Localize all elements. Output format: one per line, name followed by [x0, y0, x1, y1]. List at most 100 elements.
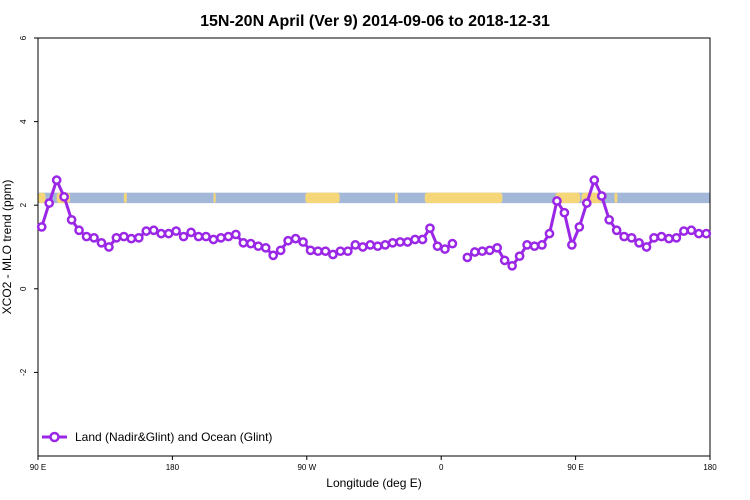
data-point	[641, 242, 652, 252]
data-point	[186, 227, 196, 238]
land-patch	[38, 192, 46, 204]
data-point	[544, 228, 555, 239]
data-point	[507, 260, 517, 271]
legend: Land (Nadir&Glint) and Ocean (Glint)	[42, 430, 272, 444]
data-point	[395, 237, 405, 247]
data-point	[522, 240, 532, 250]
data-point	[686, 225, 697, 236]
data-point	[238, 237, 249, 248]
data-point	[335, 246, 346, 257]
data-point	[440, 244, 450, 254]
map-band	[38, 192, 710, 204]
data-point	[664, 233, 674, 244]
data-point	[484, 245, 495, 256]
data-point	[260, 242, 271, 253]
data-point	[126, 233, 137, 244]
map-band-land	[38, 192, 618, 204]
data-point	[89, 232, 99, 243]
data-point	[626, 232, 637, 243]
data-point	[619, 231, 629, 242]
data-point	[589, 175, 600, 185]
data-point	[387, 237, 398, 248]
data-point	[432, 241, 443, 252]
data-point	[66, 214, 77, 225]
data-point	[178, 231, 189, 242]
data-point	[537, 240, 547, 250]
land-patch	[614, 192, 618, 204]
chart-title: 15N-20N April (Ver 9) 2014-09-06 to 2018…	[200, 13, 550, 30]
data-point	[44, 198, 55, 208]
data-point	[201, 231, 211, 242]
data-point	[81, 231, 92, 242]
data-point	[469, 247, 480, 257]
data-point	[477, 246, 488, 257]
data-point	[417, 234, 428, 245]
data-point	[357, 242, 368, 252]
map-band-ocean	[38, 192, 710, 204]
data-point	[492, 242, 503, 253]
data-point	[380, 240, 391, 250]
land-patch	[213, 192, 216, 204]
data-point	[656, 231, 667, 242]
data-point	[216, 232, 226, 243]
x-axis-label: Longitude (deg E)	[326, 476, 421, 490]
data-point	[611, 225, 622, 236]
data-point	[133, 232, 144, 243]
data-point	[671, 232, 682, 243]
data-point	[163, 228, 174, 239]
data-point	[253, 241, 264, 252]
data-point	[679, 226, 689, 236]
data-point	[462, 252, 473, 263]
data-point	[402, 237, 413, 247]
data-point	[96, 237, 107, 248]
data-point	[290, 233, 301, 244]
land-patch	[394, 192, 398, 204]
data-point	[328, 249, 338, 260]
data-point	[74, 225, 84, 236]
y-axis-label: XCO2 - MLO trend (ppm)	[0, 180, 14, 315]
data-point	[223, 231, 234, 242]
y-tick-label: 6	[19, 35, 28, 40]
data-point	[559, 207, 570, 218]
data-point	[148, 225, 159, 236]
data-point	[231, 229, 241, 240]
data-point	[193, 231, 204, 242]
data-point	[156, 228, 167, 239]
data-point	[104, 242, 114, 252]
data-point	[365, 240, 376, 250]
data-point	[320, 246, 331, 257]
x-tick-label: 90 W	[297, 463, 316, 472]
legend-label: Land (Nadir&Glint) and Ocean (Glint)	[75, 430, 272, 444]
data-point	[111, 232, 122, 243]
data-point	[701, 228, 712, 239]
data-point	[171, 226, 181, 236]
data-point	[574, 222, 585, 232]
data-point	[596, 191, 607, 201]
data-point	[649, 232, 659, 243]
data-point	[372, 241, 383, 252]
data-point	[245, 238, 256, 249]
data-point	[447, 238, 458, 249]
data-point	[693, 228, 704, 239]
data-point	[36, 222, 47, 232]
land-patch	[424, 192, 503, 204]
y-axis: -2 0 2 4 6	[19, 35, 38, 376]
data-point	[119, 231, 129, 242]
plot-frame	[37, 37, 711, 457]
data-point	[581, 198, 592, 208]
data-point	[313, 246, 323, 257]
data-point	[350, 240, 361, 250]
x-tick-label: 180	[703, 463, 717, 472]
land-patch	[123, 192, 127, 204]
y-tick-label: -2	[19, 368, 28, 376]
data-point	[141, 226, 152, 236]
data-point	[298, 237, 308, 247]
x-tick-label: 0	[439, 463, 444, 472]
land-patch	[321, 192, 327, 204]
data-point	[567, 240, 577, 250]
data-point	[305, 245, 316, 256]
y-tick-label: 0	[19, 286, 28, 291]
y-tick-label: 4	[19, 119, 28, 124]
data-point	[283, 235, 293, 246]
